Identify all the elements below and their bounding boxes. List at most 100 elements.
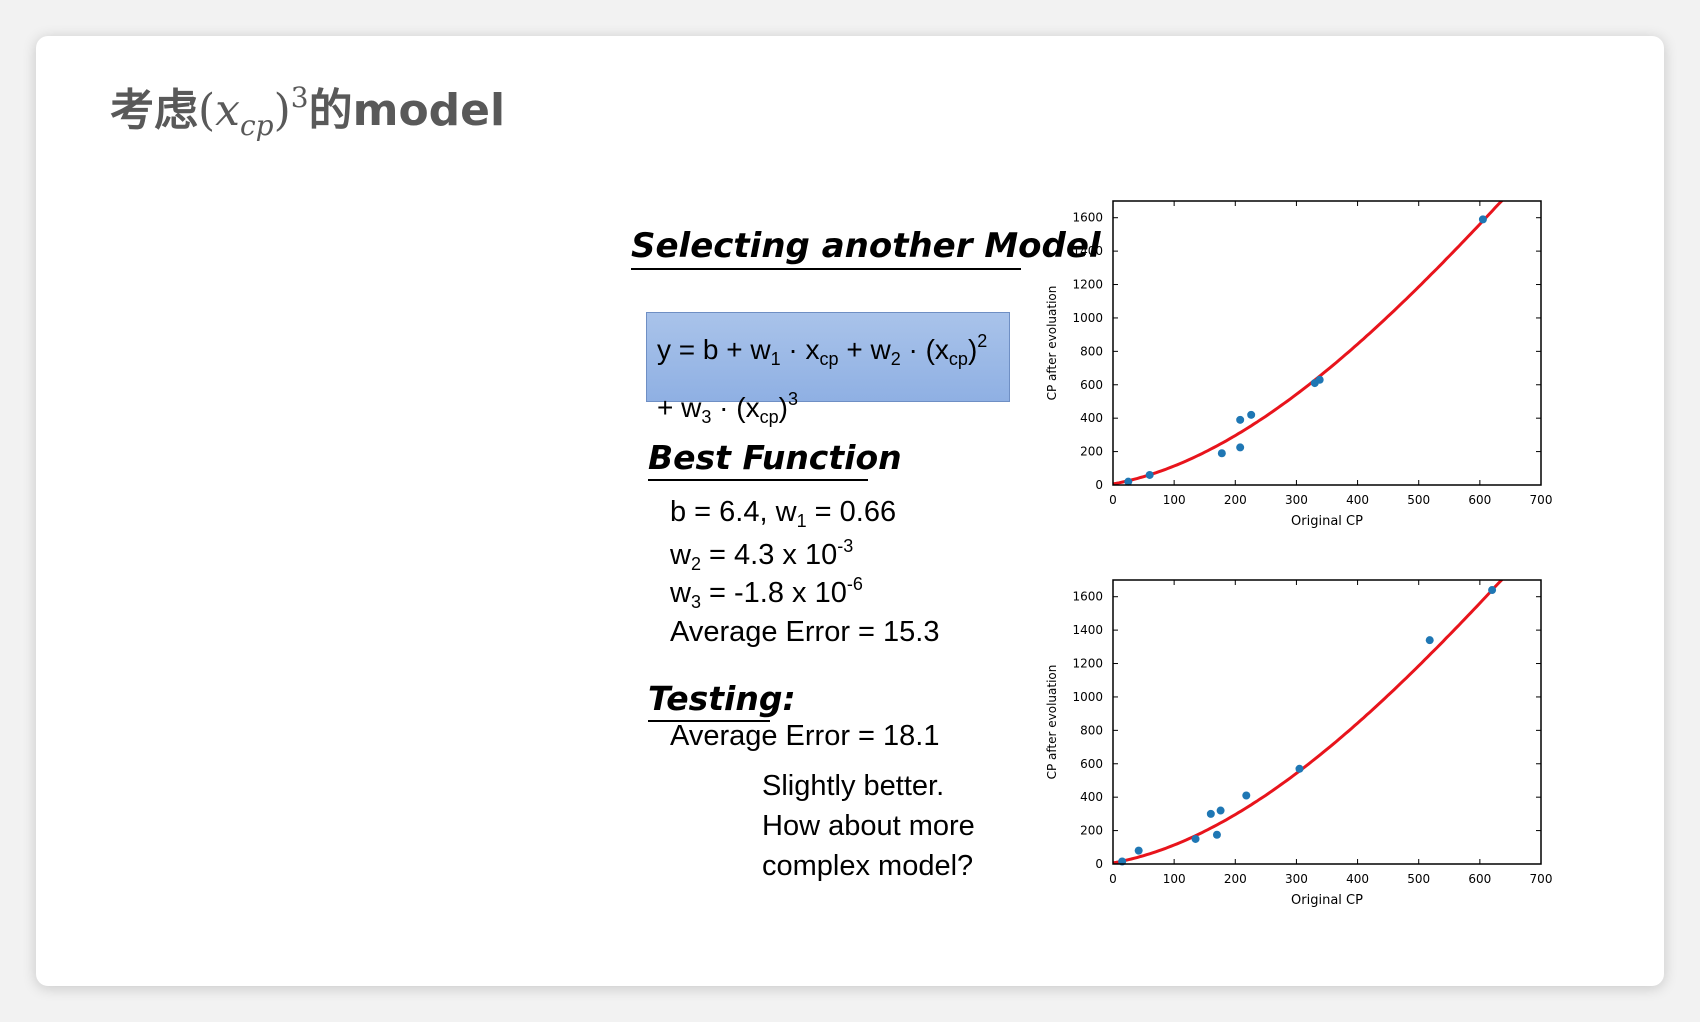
plot-frame [1112, 579, 1542, 865]
param-text: w [670, 539, 691, 571]
x-tick-label: 400 [1346, 493, 1369, 507]
data-point [1488, 586, 1497, 595]
x-tick-label: 600 [1468, 872, 1491, 886]
x-tick-label: 100 [1163, 493, 1186, 507]
x-tick-label: 400 [1346, 872, 1369, 886]
comment-line-1: Slightly better. [762, 770, 945, 802]
heading-best-function: Best Function [648, 438, 902, 481]
data-point [1247, 410, 1256, 419]
data-point [1145, 470, 1154, 479]
formula-text: ) [778, 392, 788, 423]
testing-average-error: Average Error = 18.1 [670, 720, 940, 752]
y-tick-label: 200 [1080, 824, 1103, 838]
param-text: = 4.3 x 10 [700, 539, 838, 571]
y-tick-label: 1600 [1072, 211, 1103, 225]
y-tick-label: 1000 [1072, 690, 1103, 704]
y-axis-label: CP after evoluation [1045, 665, 1059, 780]
x-tick-label: 0 [1109, 493, 1117, 507]
x-tick-label: 200 [1224, 872, 1247, 886]
param-w3: w3 = -1.8 x 10-6 [670, 574, 863, 613]
x-tick-label: 0 [1109, 872, 1117, 886]
data-point [1216, 806, 1225, 815]
slide: 考虑(xcp)3的model Selecting another Model y… [36, 36, 1664, 986]
x-axis-label: Original CP [1291, 514, 1363, 529]
title-math-sub: cp [240, 109, 274, 142]
formula-text: + w [838, 334, 891, 365]
model-formula-box: y = b + w1 · xcp + w2 · (xcp)2 + w3 · (x… [646, 312, 1010, 427]
y-tick-label: 1200 [1072, 278, 1103, 292]
x-tick-label: 700 [1530, 493, 1553, 507]
data-point [1134, 846, 1143, 855]
y-tick-label: 1400 [1072, 244, 1103, 258]
param-w2: w2 = 4.3 x 10-3 [670, 536, 853, 575]
y-tick-label: 0 [1095, 857, 1103, 871]
data-point [1236, 443, 1245, 452]
y-tick-label: 800 [1080, 723, 1103, 737]
x-axis-label: Original CP [1291, 893, 1363, 908]
formula-sup: 2 [977, 331, 988, 351]
data-point [1217, 449, 1226, 458]
heading-testing: Testing: [648, 679, 796, 722]
testing-scatter-chart: 0 100 200 300 400 500 600 700 0 200 400 600 800 1000 1… [1045, 579, 1553, 908]
x-tick-label: 600 [1468, 493, 1491, 507]
formula-sub: 1 [770, 349, 781, 369]
formula-text: · (x [900, 334, 949, 365]
param-sub: 3 [690, 592, 701, 612]
y-tick-label: 400 [1080, 411, 1103, 425]
x-tick-label: 100 [1163, 872, 1186, 886]
comment-line-3: complex model? [762, 850, 974, 882]
formula-sup: 3 [787, 389, 798, 409]
y-tick-label: 1600 [1072, 590, 1103, 604]
data-point [1191, 834, 1200, 843]
x-tick-label: 700 [1530, 872, 1553, 886]
x-tick-label: 300 [1285, 872, 1308, 886]
y-tick-label: 1400 [1072, 623, 1103, 637]
training-average-error: Average Error = 15.3 [670, 616, 940, 648]
formula-sub: cp [948, 349, 968, 369]
comment-line-2: How about more [762, 810, 975, 842]
param-text: w [670, 577, 691, 609]
param-sub: 2 [690, 554, 701, 574]
data-point [1315, 375, 1324, 384]
y-tick-label: 400 [1080, 790, 1103, 804]
data-point [1425, 636, 1434, 645]
title-math-base: x [215, 85, 240, 136]
data-point [1206, 809, 1215, 818]
data-point [1242, 791, 1251, 800]
title-suffix: 的model [308, 85, 506, 136]
y-tick-label: 0 [1095, 478, 1103, 492]
data-point [1478, 215, 1487, 224]
formula-line-2: + w3 · (xcp)3 [657, 379, 999, 437]
data-point [1295, 764, 1304, 773]
y-tick-label: 800 [1080, 344, 1103, 358]
y-tick-label: 1000 [1072, 311, 1103, 325]
x-tick-label: 200 [1224, 493, 1247, 507]
x-tick-label: 500 [1407, 872, 1430, 886]
param-text: b = 6.4, w [670, 496, 797, 528]
formula-text: · (x [711, 392, 760, 423]
fit-curve [1113, 201, 1504, 485]
heading-selecting-model: Selecting another Model [631, 226, 1101, 270]
data-point [1212, 830, 1221, 839]
y-tick-label: 1200 [1072, 657, 1103, 671]
formula-text: · x [780, 334, 820, 365]
y-tick-label: 600 [1080, 378, 1103, 392]
formula-sub: cp [759, 407, 779, 427]
title-math: (xcp)3 [198, 81, 309, 142]
training-scatter-chart: 0 100 200 300 400 500 600 700 0 200 400 600 800 1000 1… [1045, 200, 1553, 529]
slide-title: 考虑(xcp)3的model [110, 74, 505, 142]
formula-text: y = b + w [657, 334, 771, 365]
param-text: = 0.66 [806, 496, 897, 528]
param-sup: -6 [846, 574, 863, 594]
formula-text: ) [967, 334, 978, 365]
y-tick-label: 200 [1080, 445, 1103, 459]
y-tick-label: 600 [1080, 757, 1103, 771]
data-point [1236, 415, 1245, 424]
title-prefix: 考虑 [110, 85, 198, 136]
formula-line-1: y = b + w1 · xcp + w2 · (xcp)2 [657, 321, 999, 379]
fit-curve [1113, 580, 1504, 864]
title-math-exp: 3 [290, 81, 309, 114]
param-sub: 1 [796, 511, 807, 531]
x-tick-label: 300 [1285, 493, 1308, 507]
formula-sub: cp [819, 349, 839, 369]
